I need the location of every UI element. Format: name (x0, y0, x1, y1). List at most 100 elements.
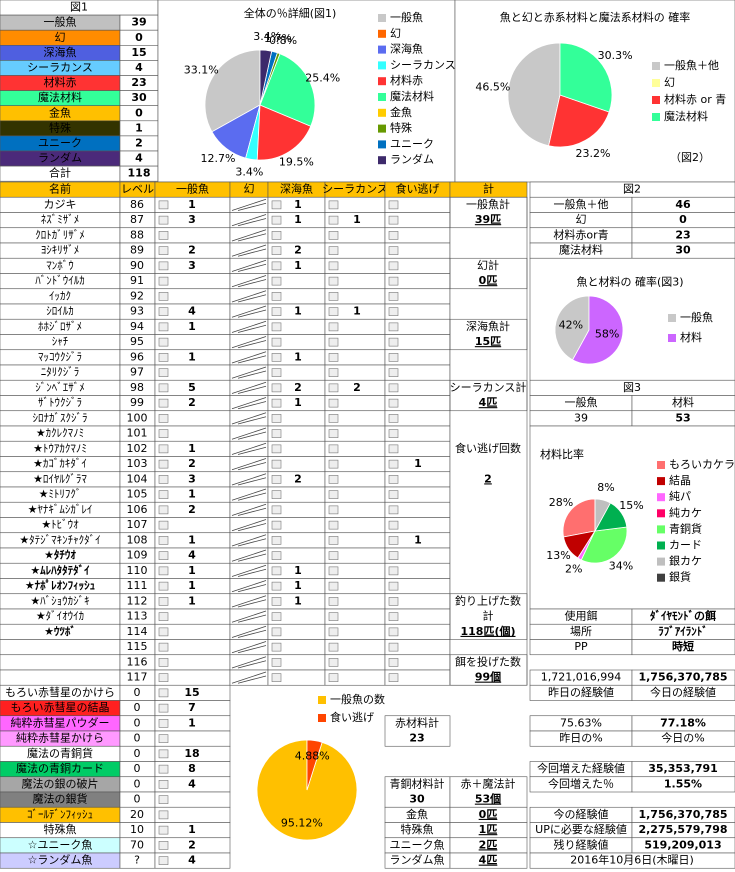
cell-icon (158, 764, 169, 774)
total-value: 0匹 (479, 808, 498, 821)
cell (631, 730, 735, 747)
cell-icon (328, 551, 339, 560)
cell-hatch (237, 477, 267, 486)
fish-name: ｸﾛﾄｶﾞﾘｻﾞﾒ (35, 228, 85, 241)
cell-icon (158, 566, 169, 576)
cell (631, 639, 735, 656)
cell-hatch (237, 645, 267, 654)
pie-label: 13% (546, 549, 570, 562)
cell-icon (158, 749, 169, 759)
fish-name: ★ﾊﾞｼｮｳｶｼﾞｷ (30, 594, 89, 607)
legend-label: 魔法材料 (390, 89, 434, 103)
fish-level: 107 (127, 518, 148, 531)
cell-icon (158, 490, 169, 499)
summary-value: 1 (135, 121, 143, 134)
fish-name: ★ﾀﾁｳｵ (44, 549, 76, 562)
count: 7 (188, 701, 196, 714)
cell-icon (271, 383, 282, 393)
fish-name: ｼﾛﾅｶﾞｽｸｼﾞﾗ (33, 411, 88, 424)
panel-title: 図3 (623, 381, 641, 394)
cell-icon (388, 200, 399, 210)
total-value: 39匹 (475, 213, 501, 226)
info-label: 75.63% (560, 716, 602, 729)
count: 3 (188, 213, 196, 226)
totals-box (449, 593, 528, 640)
cell-icon (328, 566, 339, 576)
total-value: 118匹(個) (460, 624, 515, 638)
fish-level: 104 (127, 472, 148, 485)
cell-icon (388, 231, 399, 240)
count: 2 (294, 472, 302, 485)
cell-icon (158, 673, 169, 682)
cell-hatch (237, 462, 267, 471)
total-label: 餌を投げた数 (455, 654, 521, 668)
material-level: 0 (134, 793, 141, 806)
fish-level: 98 (130, 381, 144, 394)
material-name: 魔法の青銅貨 (27, 746, 93, 760)
total-value: 23 (409, 732, 424, 745)
legend-swatch (668, 334, 676, 342)
cell-icon (388, 337, 399, 347)
cell-hatch (237, 446, 267, 455)
cell-hatch (237, 629, 267, 638)
cell-icon (158, 475, 169, 484)
cell-icon (328, 673, 339, 682)
cell-icon (388, 658, 399, 667)
totals-box (384, 776, 451, 808)
info-label: 39 (574, 411, 588, 424)
pie-label: 15% (619, 499, 643, 512)
total-label: 一般魚計 (466, 197, 510, 211)
pie-slice (259, 53, 316, 127)
material-name: 魔法の青銅カード (16, 761, 104, 775)
count: 2 (353, 381, 361, 394)
legend-swatch (378, 45, 386, 54)
legend-swatch (657, 509, 665, 518)
cell-icon (328, 383, 339, 393)
cell-hatch (231, 229, 267, 242)
cell-icon (271, 246, 282, 255)
cell-icon (328, 536, 339, 545)
fish-level: 116 (127, 655, 148, 668)
cell-hatch (237, 492, 267, 501)
cell-icon (271, 429, 282, 438)
total-label: 深海魚計 (466, 319, 510, 333)
cell-hatch (237, 584, 267, 593)
cell-hatch (231, 641, 267, 654)
fish-name: ﾖｼｷﾘｻﾞﾒ (41, 244, 80, 257)
fish-level: 101 (127, 427, 148, 440)
material-level: 0 (134, 732, 141, 745)
pie-slice (554, 295, 590, 361)
summary-label: ランダム (38, 151, 82, 165)
cell-hatch (231, 442, 267, 455)
cell-icon (158, 261, 169, 271)
material-level: 0 (134, 686, 141, 699)
pie-label: 4.88% (295, 749, 330, 762)
fish-level: 97 (130, 366, 144, 379)
info-label: 今回増えた経験値 (537, 761, 625, 775)
cell-icon (158, 612, 169, 621)
material-name: 純粋赤彗星パウダー (11, 715, 110, 729)
count: 1 (294, 579, 302, 592)
column-header: 計 (483, 182, 494, 196)
cell-icon (271, 551, 282, 560)
chart-note: （図2） (670, 151, 710, 164)
fish-level: 91 (130, 274, 144, 287)
count: 1 (188, 579, 196, 592)
cell-icon (328, 597, 339, 606)
cell-icon (328, 322, 339, 332)
totals-column (449, 196, 528, 686)
cell-icon (328, 337, 339, 347)
cell-icon (328, 261, 339, 271)
count: 1 (294, 594, 302, 607)
fish-name: ｻﾞﾄｳｸｼﾞﾗ (38, 396, 82, 409)
cell-hatch (231, 549, 267, 562)
column-header: レベル (121, 183, 154, 196)
legend-swatch (318, 714, 326, 722)
cell-icon (328, 231, 339, 240)
total-value: 2匹 (479, 838, 498, 851)
info-label: PP (574, 640, 588, 653)
count: 1 (188, 350, 196, 363)
cell-icon (388, 612, 399, 621)
cell-hatch (231, 503, 267, 516)
